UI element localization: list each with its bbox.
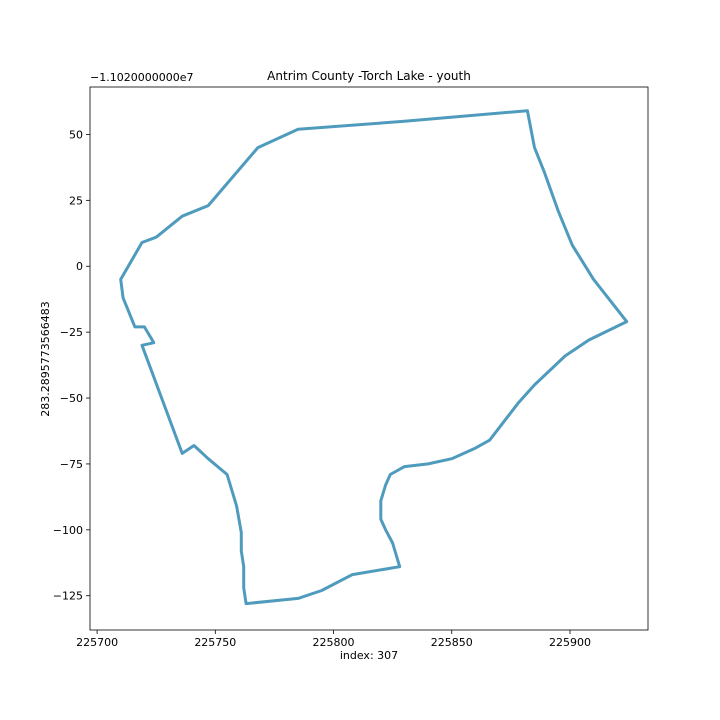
plot-area — [89, 86, 649, 631]
y-tick-label: −25 — [60, 326, 83, 339]
y-tick-label: 0 — [76, 260, 83, 273]
y-tick-label: 50 — [69, 128, 83, 141]
y-tick-label: 25 — [69, 194, 83, 207]
y-axis-label: 283.2895773566483 — [39, 301, 52, 416]
y-tick-label: −50 — [60, 392, 83, 405]
y-axis-ticks: 50 25 0 −25 −50 −75 −100 −125 — [53, 128, 90, 603]
y-tick-label: −75 — [60, 458, 83, 471]
x-tick-label: 225800 — [313, 636, 355, 649]
x-axis-ticks: 225700 225750 225800 225850 225900 — [76, 630, 591, 649]
y-offset-label: −1.1020000000e7 — [90, 71, 193, 84]
x-tick-label: 225850 — [431, 636, 473, 649]
series-line-0 — [119, 109, 629, 606]
x-tick-label: 225700 — [76, 636, 118, 649]
y-tick-label: −125 — [53, 590, 83, 603]
chart-title: Antrim County -Torch Lake - youth — [267, 69, 471, 83]
x-tick-label: 225900 — [549, 636, 591, 649]
x-tick-label: 225750 — [194, 636, 236, 649]
y-tick-label: −100 — [53, 524, 83, 537]
axes-frame — [89, 86, 649, 631]
x-axis-label: index: 307 — [340, 649, 398, 662]
